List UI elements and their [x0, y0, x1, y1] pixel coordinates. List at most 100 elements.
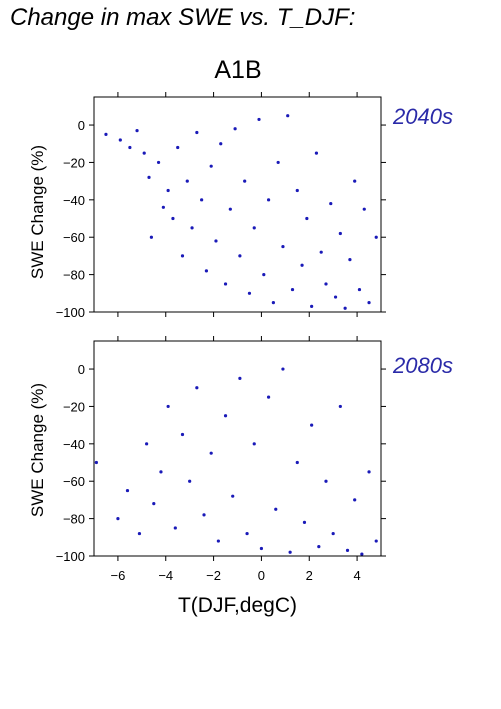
- panel-1-data-point: [128, 145, 132, 150]
- panel-2-data-point: [152, 502, 156, 506]
- panel-1-data-point: [353, 179, 357, 183]
- panel-1-data-point: [343, 306, 347, 310]
- panel-1-plot-frame: [93, 96, 382, 313]
- panel-2-data-point: [202, 513, 206, 517]
- panel-1-data-point: [257, 117, 261, 122]
- panel-1-data-point: [252, 226, 256, 230]
- panel-2-y-tick-label: 0: [78, 362, 85, 377]
- panel-1-data-point: [262, 273, 266, 277]
- panel-1-data-point: [214, 239, 218, 243]
- panel-1-data-point: [276, 160, 280, 165]
- panel-1-data-point: [329, 201, 333, 206]
- panel-1-data-point: [142, 151, 146, 155]
- x-tick-label: 2: [306, 568, 313, 583]
- panel-2-y-tick-label: −40: [63, 437, 85, 452]
- panel-2-data-point: [166, 404, 170, 409]
- panel-2-y-tick-label: −100: [56, 549, 85, 564]
- panel-1-data-point: [238, 254, 242, 258]
- panel-1-y-tick-label: −100: [56, 305, 85, 320]
- panel-1-data-point: [286, 114, 290, 118]
- panel-2-data-point: [159, 470, 163, 474]
- panel-1-y-tick-label: −20: [63, 155, 85, 170]
- panel-2-plot-frame: [93, 340, 382, 557]
- panel-2-data-point: [137, 531, 142, 536]
- panel-1-data-point: [314, 151, 319, 155]
- panel-2-data-point: [245, 531, 249, 536]
- panel-2-data-point: [223, 414, 228, 418]
- x-tick-label: −6: [111, 568, 126, 583]
- panel-1-y-tick-label: −40: [63, 193, 85, 208]
- panel-2-data-point: [231, 494, 235, 498]
- panel-1-data-point: [367, 301, 371, 305]
- panel-2-data-point: [295, 460, 299, 465]
- panel-2-data-point: [188, 479, 192, 483]
- scenario-label: A1B: [214, 56, 262, 84]
- panel-1-data-point: [223, 282, 228, 286]
- panel-2-data-point: [281, 367, 285, 371]
- panel-1-data-point: [357, 287, 362, 292]
- panel-1-y-tick-label: −80: [63, 268, 85, 283]
- panel-1-data-point: [185, 179, 189, 183]
- panel-1-data-point: [149, 235, 153, 239]
- panel-1-data-point: [333, 295, 338, 299]
- panel-1-data-point: [104, 132, 108, 136]
- panel-2-data-point: [238, 376, 242, 380]
- panel-1-data-point: [338, 231, 342, 236]
- panel-1-data-point: [266, 198, 271, 202]
- panel-1-data-point: [118, 138, 122, 142]
- panel-1-data-point: [247, 291, 252, 295]
- x-axis-label: T(DJF,degC): [177, 594, 298, 617]
- panel-1-data-point: [219, 142, 223, 146]
- panel-2-data-point: [125, 488, 130, 493]
- panel-2-data-point: [331, 531, 335, 536]
- panel-1-data-point: [204, 269, 209, 273]
- panel-1-data-point: [166, 188, 170, 193]
- panel-1-data-point: [305, 216, 309, 221]
- panel-1-data-point: [200, 198, 204, 202]
- x-tick-label: −2: [206, 568, 221, 583]
- panel-1-data-point: [295, 188, 299, 193]
- panel-2-data-point: [145, 442, 149, 446]
- panel-2-data-point: [310, 423, 314, 427]
- panel-2-data-point: [374, 539, 378, 543]
- panel-1-data-point: [147, 175, 151, 179]
- x-tick-label: 4: [353, 568, 360, 583]
- panel-2-y-tick-label: −60: [63, 474, 85, 489]
- panel-1-data-point: [176, 145, 180, 150]
- panel-2-data-point: [338, 404, 342, 409]
- panel-1-data-point: [300, 263, 304, 267]
- panel-2-data-point: [252, 442, 256, 446]
- panel-2-data-point: [195, 386, 199, 390]
- panel-2-period-label: 2080s: [393, 353, 453, 378]
- panel-2-data-point: [180, 432, 185, 437]
- panel-1-data-point: [281, 244, 285, 249]
- panel-2-data-point: [302, 520, 307, 524]
- panel-1-data-point: [319, 250, 323, 254]
- panel-2-y-tick-label: −80: [63, 512, 85, 527]
- panel-1-y-tick-label: −60: [63, 230, 85, 245]
- panel-1-data-point: [348, 258, 352, 262]
- panel-2-data-point: [345, 548, 350, 552]
- panel-1-data-point: [374, 235, 378, 239]
- panel-1-data-point: [271, 301, 275, 305]
- panel-2-data-point: [367, 470, 371, 474]
- panel-2-data-point: [274, 507, 278, 511]
- panel-1-data-point: [161, 205, 165, 209]
- panel-2-data-point: [259, 546, 264, 551]
- panel-1-data-point: [190, 226, 194, 230]
- panel-1-data-point: [180, 254, 185, 258]
- panel-1-data-point: [324, 282, 328, 286]
- panel-2-data-point: [216, 539, 220, 543]
- panel-1-y-tick-label: 0: [78, 118, 85, 133]
- panel-2-data-point: [173, 526, 177, 530]
- panel-1-data-point: [209, 164, 213, 168]
- x-tick-label: 0: [258, 568, 265, 583]
- panel-2-data-point: [209, 451, 213, 455]
- panel-1-data-point: [156, 160, 161, 165]
- panel-2-y-tick-label: −20: [63, 399, 85, 414]
- x-tick-label: −4: [158, 568, 173, 583]
- panel-1-data-point: [195, 130, 199, 135]
- panel-2-data-point: [324, 479, 328, 483]
- panel-1-data-point: [243, 179, 247, 183]
